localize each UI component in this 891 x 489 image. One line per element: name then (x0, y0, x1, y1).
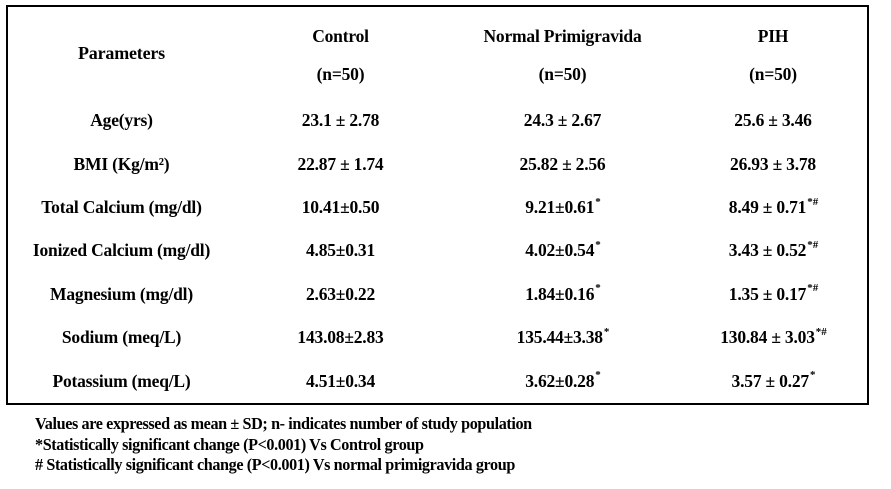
value: 4.51±0.34 (305, 370, 376, 391)
row-label-potassium: Potassium (meq/L) (52, 370, 191, 391)
group-name: Normal Primigravida (483, 25, 642, 46)
row-label-bmi: BMI (Kg/m²) (73, 153, 170, 174)
cell-potassium-pih: 3.57 ± 0.27 * (731, 369, 816, 391)
results-table: Parameters Control (n=50) Normal Primigr… (6, 5, 869, 405)
cell-bmi-pih: 26.93 ± 3.78 (679, 142, 867, 185)
value: 24.3 ± 2.67 (523, 110, 602, 131)
cell-magnesium-pih: 1.35 ± 0.17 *# (728, 282, 819, 304)
value: 22.87 ± 1.74 (297, 153, 384, 174)
value: 23.1 ± 2.78 (301, 110, 380, 131)
cell-ionized-calcium-normal: 4.02±0.54 * (525, 238, 601, 261)
group-name: PIH (757, 25, 789, 46)
column-header-control: Control (n=50) (235, 7, 446, 99)
group-n: (n=50) (538, 63, 587, 84)
value: 135.44±3.38 (516, 327, 603, 348)
row-label-magnesium: Magnesium (mg/dl) (50, 283, 193, 304)
value: 4.02±0.54 (525, 240, 595, 261)
cell-bmi-control: 22.87 ± 1.74 (235, 142, 446, 185)
value: 143.08±2.83 (297, 327, 384, 348)
value: 10.41±0.50 (301, 197, 380, 218)
cell-sodium-normal: 135.44±3.38 * (516, 325, 610, 348)
value: 2.63±0.22 (305, 283, 376, 304)
value: 3.43 ± 0.52 (728, 240, 807, 261)
cell-bmi-normal: 25.82 ± 2.56 (446, 142, 679, 185)
footnote-asterisk: *Statistically significant change (P<0.0… (35, 434, 424, 454)
row-label-ionized-calcium: Ionized Calcium (mg/dl) (32, 240, 211, 261)
value: 3.62±0.28 (525, 370, 595, 391)
value: 3.57 ± 0.27 (731, 370, 810, 391)
value: 25.6 ± 3.46 (734, 110, 812, 131)
cell-ionized-calcium-pih: 3.43 ± 0.52 *# (728, 238, 819, 261)
column-header-normal-primigravida: Normal Primigravida (n=50) (446, 7, 679, 99)
row-label-sodium: Sodium (meq/L) (61, 327, 182, 348)
value: 25.82 ± 2.56 (519, 153, 606, 174)
cell-magnesium-control: 2.63±0.22 (235, 273, 446, 316)
cell-ionized-calcium-control: 4.85±0.31 (235, 229, 446, 272)
table-footnotes: Values are expressed as mean ± SD; n- in… (35, 414, 532, 476)
value: 8.49 ± 0.71 (728, 197, 807, 218)
value: 26.93 ± 3.78 (730, 153, 816, 174)
group-n: (n=50) (316, 63, 365, 84)
group-name: Control (312, 25, 369, 46)
cell-age-control: 23.1 ± 2.78 (235, 99, 446, 142)
value: 130.84 ± 3.03 (720, 327, 815, 348)
cell-potassium-control: 4.51±0.34 (235, 360, 446, 403)
cell-sodium-pih: 130.84 ± 3.03 *# (720, 325, 827, 348)
cell-age-normal: 24.3 ± 2.67 (446, 99, 679, 142)
footnote-mean-sd: Values are expressed as mean ± SD; n- in… (35, 414, 532, 433)
value: 9.21±0.61 (525, 197, 595, 218)
row-label-age: Age(yrs) (90, 110, 153, 131)
group-n: (n=50) (749, 63, 797, 84)
cell-potassium-normal: 3.62±0.28 * (525, 369, 601, 391)
row-label-total-calcium: Total Calcium (mg/dl) (41, 197, 202, 218)
value: 4.85±0.31 (305, 240, 376, 261)
column-header-pih: PIH (n=50) (679, 7, 867, 99)
cell-total-calcium-control: 10.41±0.50 (235, 186, 446, 229)
value: 1.35 ± 0.17 (728, 283, 807, 304)
value: 1.84±0.16 (525, 283, 595, 304)
cell-magnesium-normal: 1.84±0.16 * (525, 282, 601, 304)
column-header-parameters: Parameters (78, 42, 165, 63)
cell-age-pih: 25.6 ± 3.46 (679, 99, 867, 142)
footnote-hash: # Statistically significant change (P<0.… (35, 455, 515, 474)
cell-total-calcium-pih: 8.49 ± 0.71 *# (728, 195, 819, 218)
cell-sodium-control: 143.08±2.83 (235, 316, 446, 359)
cell-total-calcium-normal: 9.21±0.61 * (525, 195, 601, 218)
